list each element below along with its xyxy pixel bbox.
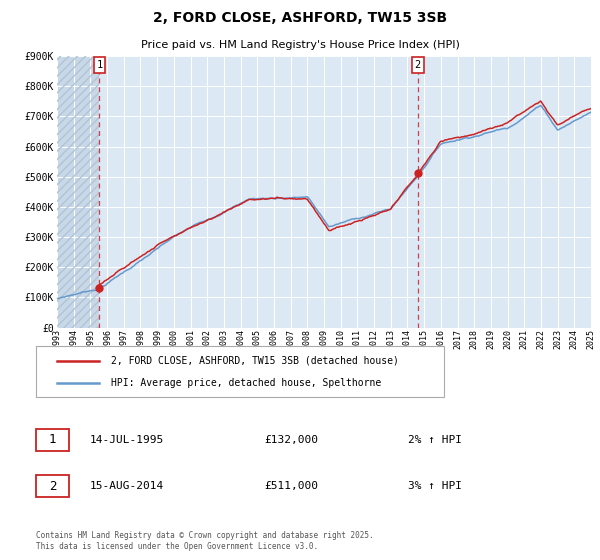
FancyBboxPatch shape (36, 346, 444, 398)
Text: Price paid vs. HM Land Registry's House Price Index (HPI): Price paid vs. HM Land Registry's House … (140, 40, 460, 50)
Text: 2: 2 (49, 480, 56, 493)
Text: 2: 2 (415, 60, 421, 70)
Text: 2, FORD CLOSE, ASHFORD, TW15 3SB (detached house): 2, FORD CLOSE, ASHFORD, TW15 3SB (detach… (111, 356, 399, 366)
Bar (57, 56, 100, 328)
Text: 1: 1 (49, 433, 56, 446)
Text: £511,000: £511,000 (264, 481, 318, 491)
Bar (57, 56, 100, 328)
Text: HPI: Average price, detached house, Spelthorne: HPI: Average price, detached house, Spel… (111, 378, 381, 388)
Text: 2, FORD CLOSE, ASHFORD, TW15 3SB: 2, FORD CLOSE, ASHFORD, TW15 3SB (153, 11, 447, 25)
Text: Contains HM Land Registry data © Crown copyright and database right 2025.
This d: Contains HM Land Registry data © Crown c… (36, 531, 374, 550)
Text: 3% ↑ HPI: 3% ↑ HPI (408, 481, 462, 491)
Text: 14-JUL-1995: 14-JUL-1995 (90, 435, 164, 445)
FancyBboxPatch shape (36, 429, 69, 451)
FancyBboxPatch shape (36, 475, 69, 497)
Text: £132,000: £132,000 (264, 435, 318, 445)
Text: 15-AUG-2014: 15-AUG-2014 (90, 481, 164, 491)
Text: 2% ↑ HPI: 2% ↑ HPI (408, 435, 462, 445)
Text: 1: 1 (96, 60, 103, 70)
